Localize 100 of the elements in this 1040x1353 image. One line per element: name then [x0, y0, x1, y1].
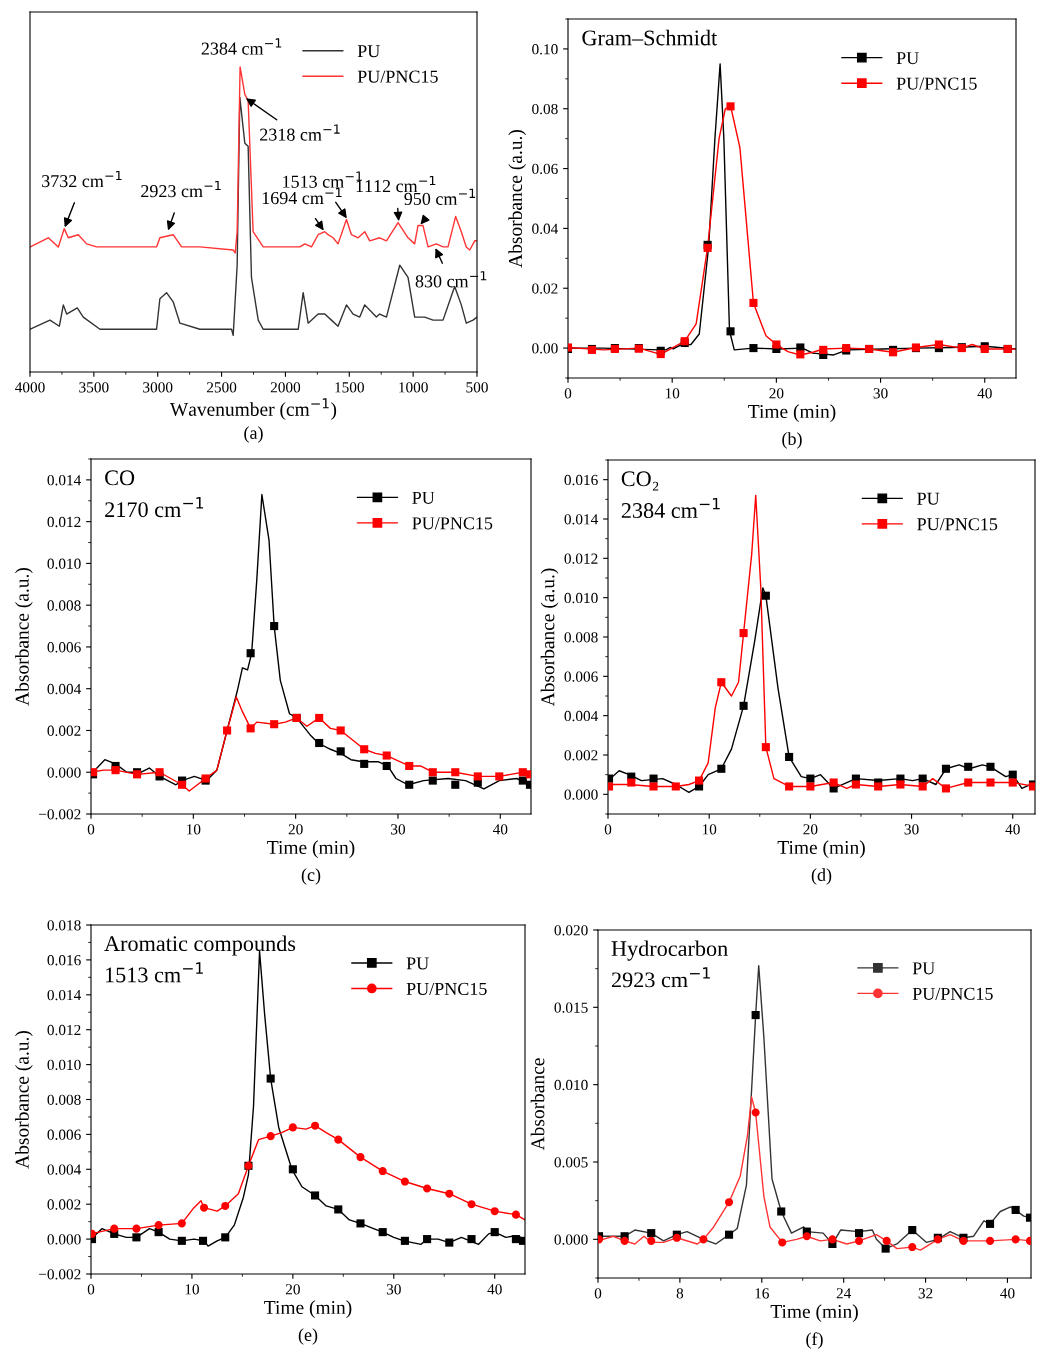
- point: [334, 1135, 343, 1144]
- point: [671, 782, 680, 791]
- legend-label: PU/PNC15: [917, 518, 998, 531]
- y-axis-title: Absorbance (a.u.): [15, 567, 33, 706]
- point: [656, 350, 665, 359]
- point: [382, 761, 391, 771]
- y-tick-label: 0.08: [532, 103, 558, 115]
- annotation: 1694 cm$^{−1}$: [262, 187, 342, 205]
- point: [360, 745, 369, 754]
- point: [511, 1210, 520, 1219]
- x-tick-label: 16: [755, 1288, 769, 1299]
- x-tick-label: 30: [391, 824, 406, 835]
- x-tick-label: 3000: [143, 382, 173, 393]
- point: [518, 1236, 525, 1245]
- point: [802, 1232, 811, 1241]
- point: [881, 1244, 890, 1253]
- text: (b): [782, 432, 802, 449]
- legend-label: PU/PNC15: [406, 982, 487, 995]
- point: [908, 1243, 917, 1252]
- point: [751, 1011, 760, 1020]
- point: [400, 1236, 409, 1245]
- chart-title: CO₂: [621, 471, 659, 491]
- y-tick-label: 0.014: [47, 989, 82, 1001]
- point: [246, 649, 255, 658]
- point: [882, 1236, 891, 1245]
- y-tick-label: 0.008: [564, 632, 598, 643]
- point: [739, 629, 748, 638]
- point: [490, 1207, 499, 1216]
- point: [223, 726, 232, 735]
- point: [378, 1228, 387, 1237]
- point: [334, 1205, 343, 1214]
- x-tick-label: 20: [285, 1284, 300, 1295]
- point: [467, 1235, 476, 1244]
- y-tick-label: 0.000: [554, 1234, 588, 1245]
- y-tick-label: 0.004: [47, 683, 82, 695]
- point: [266, 1074, 275, 1083]
- point: [854, 1229, 864, 1238]
- point: [198, 1236, 208, 1245]
- point: [695, 776, 704, 785]
- point: [986, 1236, 995, 1245]
- x-tick-label: 2000: [270, 382, 301, 393]
- point: [819, 345, 828, 354]
- point: [155, 768, 164, 777]
- point: [874, 782, 883, 791]
- y-tick-label: 0.00: [532, 343, 558, 354]
- point: [749, 344, 758, 353]
- x-tick-label: 32: [918, 1288, 933, 1299]
- y-tick-label: 0.016: [564, 474, 598, 486]
- point: [896, 780, 905, 789]
- annotation: 2923 cm$^{−1}$: [141, 180, 221, 198]
- text: 2170 cm$^{−1}$: [105, 497, 204, 518]
- point: [246, 724, 255, 733]
- point: [785, 752, 794, 762]
- point: [828, 1235, 837, 1244]
- point: [423, 1235, 432, 1244]
- point: [490, 1228, 499, 1237]
- y-tick-label: 0.06: [532, 163, 558, 175]
- y-tick-label: −0.002: [39, 1269, 81, 1280]
- x-tick-label: 10: [185, 1284, 199, 1295]
- point: [964, 778, 973, 787]
- point: [724, 1198, 734, 1207]
- x-tick-label: 1500: [335, 382, 364, 393]
- point: [796, 350, 805, 359]
- y-tick-label: 0.012: [564, 553, 598, 564]
- x-tick-label: 40: [977, 388, 992, 399]
- x-tick-label: 30: [904, 824, 919, 835]
- x-tick-label: 40: [1000, 1288, 1015, 1299]
- point: [1011, 1235, 1020, 1244]
- x-tick-label: 8: [676, 1288, 684, 1299]
- legend-label: PU: [406, 957, 429, 970]
- point: [199, 1203, 209, 1212]
- point: [934, 340, 943, 349]
- point: [785, 782, 794, 791]
- y-tick-label: 0.010: [564, 592, 598, 604]
- legend-label: PU/PNC15: [412, 517, 493, 530]
- point: [749, 298, 758, 307]
- point: [908, 1226, 917, 1235]
- chart-title: Gram–Schmidt: [582, 29, 718, 46]
- legend-label: PU/PNC15: [357, 70, 438, 83]
- y-tick-label: 0.008: [47, 1094, 81, 1106]
- y-tick-label: 0.010: [47, 558, 81, 569]
- y-tick-label: 0.04: [532, 223, 559, 234]
- point: [772, 340, 781, 349]
- point: [178, 780, 187, 789]
- y-tick-label: 0.006: [47, 1129, 81, 1140]
- point: [761, 743, 770, 752]
- point: [154, 1221, 163, 1230]
- point: [177, 1236, 186, 1245]
- x-tick-label: 0: [564, 388, 572, 399]
- point: [428, 776, 437, 785]
- legend-label: PU: [912, 962, 935, 975]
- point: [336, 726, 345, 735]
- point: [356, 1219, 365, 1228]
- point: [647, 1236, 656, 1245]
- text: (f): [806, 1332, 823, 1349]
- y-tick-label: 0.020: [554, 925, 588, 936]
- y-tick-label: 0.015: [554, 1002, 588, 1013]
- point: [378, 1167, 387, 1176]
- point: [336, 747, 345, 756]
- point: [288, 1165, 297, 1174]
